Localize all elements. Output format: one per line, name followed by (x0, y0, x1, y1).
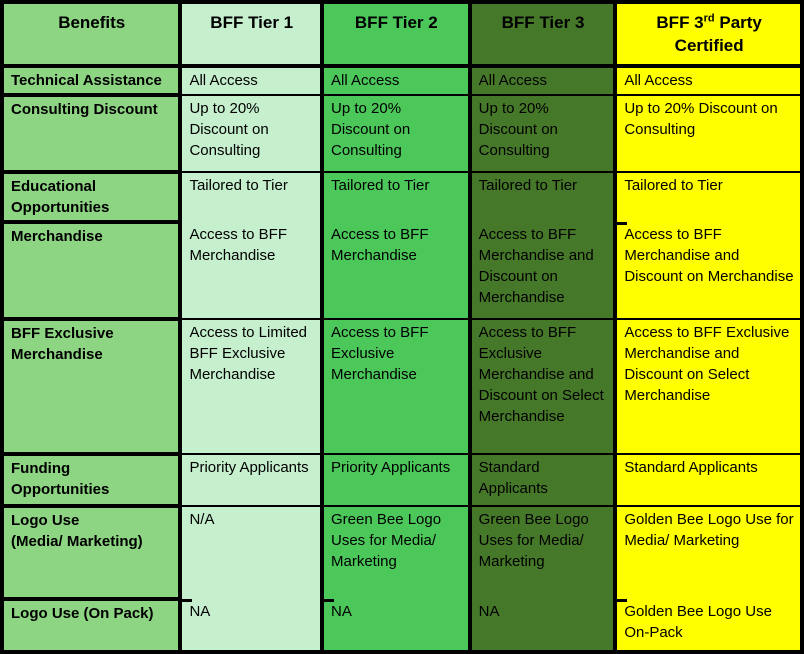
table-row-funding-opportunities: Funding Opportunities Priority Applicant… (0, 451, 802, 507)
tier3-cell: All Access (467, 63, 616, 96)
tier2-cell: Up to 20% Discount on Consulting (319, 94, 470, 172)
column-header-bff-tier-3: BFF Tier 3 (467, 2, 616, 66)
tier1-cell: NA (178, 598, 322, 652)
certified-cell: Golden Bee Logo Use On-Pack (613, 598, 802, 652)
certified-cell: Access to BFF Exclusive Merchandise and … (613, 318, 802, 454)
tier2-cell: All Access (319, 63, 470, 96)
certified-cell: Access to BFF Merchandise and Discount o… (613, 221, 802, 320)
benefit-cell: Technical Assistance (0, 63, 181, 96)
table-row-technical-assistance: Technical Assistance All Access All Acce… (0, 63, 802, 96)
table-row-consulting-discount: Consulting Discount Up to 20% Discount o… (0, 93, 802, 172)
tier3-cell: NA (467, 598, 616, 652)
tier2-cell: Tailored to Tier (319, 170, 470, 222)
tier1-cell: All Access (178, 63, 322, 96)
table-row-logo-use-media-marketing: Logo Use (Media/ Marketing) N/A Green Be… (0, 504, 802, 599)
benefit-cell: BFF Exclusive Merchandise (0, 317, 181, 454)
certified-header-ordinal: rd (703, 12, 715, 25)
certified-header-prefix: BFF 3 (656, 13, 704, 32)
tier3-cell: Green Bee Logo Uses for Media/ Marketing (467, 505, 616, 599)
certified-header-suffix: Party Certified (674, 13, 762, 55)
column-header-bff-3rd-party-certified: BFF 3rd Party Certified (613, 2, 802, 66)
column-header-bff-tier-1: BFF Tier 1 (178, 2, 322, 66)
tier2-cell: Priority Applicants (319, 452, 470, 507)
tier2-cell: Access to BFF Exclusive Merchandise (319, 318, 470, 454)
table-row-educational-opportunities: Educational Opportunities Tailored to Ti… (0, 169, 802, 222)
tier3-cell: Access to BFF Exclusive Merchandise and … (467, 318, 616, 454)
tier3-cell: Tailored to Tier (467, 170, 616, 222)
tier1-cell: Access to Limited BFF Exclusive Merchand… (178, 318, 322, 454)
tier1-cell: Priority Applicants (178, 452, 322, 507)
certified-cell: All Access (613, 63, 802, 96)
column-header-bff-tier-2: BFF Tier 2 (319, 2, 470, 66)
benefit-cell: Logo Use (Media/ Marketing) (0, 504, 181, 599)
tier1-cell: N/A (178, 505, 322, 599)
tier3-cell: Access to BFF Merchandise and Discount o… (467, 221, 616, 320)
table-row-merchandise: Merchandise Access to BFF Merchandise Ac… (0, 219, 802, 320)
certified-cell: Up to 20% Discount on Consulting (613, 94, 802, 172)
benefit-cell: Funding Opportunities (0, 451, 181, 507)
benefit-cell: Logo Use (On Pack) (0, 596, 181, 652)
tier2-cell: NA (319, 598, 470, 652)
certified-cell: Golden Bee Logo Use for Media/ Marketing (613, 505, 802, 599)
tier3-cell: Standard Applicants (467, 452, 616, 507)
tier3-cell: Up to 20% Discount on Consulting (467, 94, 616, 172)
certified-cell: Tailored to Tier (613, 170, 802, 222)
column-header-benefits: Benefits (0, 2, 181, 66)
header-row: Benefits BFF Tier 1 BFF Tier 2 BFF Tier … (0, 2, 802, 66)
tier2-cell: Green Bee Logo Uses for Media/ Marketing (319, 505, 470, 599)
tier1-cell: Tailored to Tier (178, 170, 322, 222)
tier1-cell: Access to BFF Merchandise (178, 221, 322, 320)
tier1-cell: Up to 20% Discount on Consulting (178, 94, 322, 172)
certified-cell: Standard Applicants (613, 452, 802, 507)
tier2-cell: Access to BFF Merchandise (319, 221, 470, 320)
table-row-bff-exclusive-merchandise: BFF Exclusive Merchandise Access to Limi… (0, 317, 802, 454)
benefit-cell: Merchandise (0, 219, 181, 320)
benefit-cell: Consulting Discount (0, 93, 181, 172)
benefit-cell: Educational Opportunities (0, 169, 181, 222)
table-row-logo-use-on-pack: Logo Use (On Pack) NA NA NA Golden Bee L… (0, 596, 802, 652)
